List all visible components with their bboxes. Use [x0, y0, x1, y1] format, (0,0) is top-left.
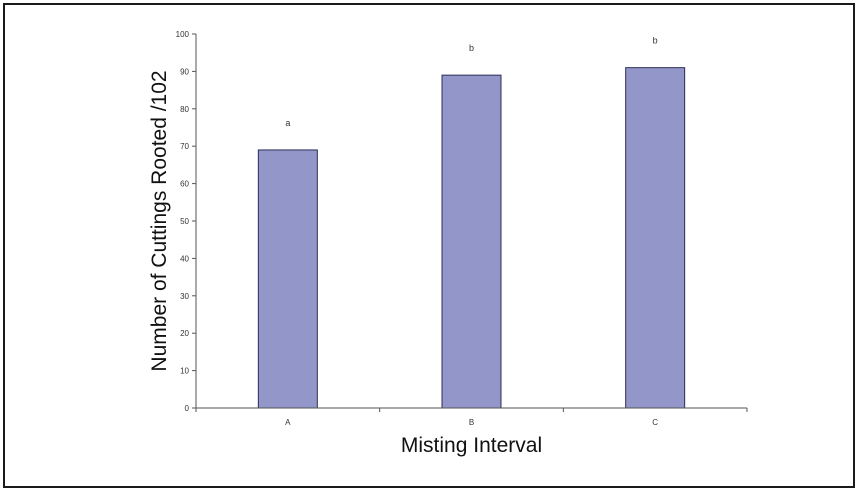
y-tick-label: 30 — [180, 292, 189, 301]
y-tick-label: 90 — [180, 67, 189, 76]
data-label: a — [285, 118, 290, 128]
bar-B — [441, 74, 502, 409]
data-label: b — [469, 43, 474, 53]
x-axis-ticks: A B C — [195, 408, 748, 427]
bar-chart: 0 10 20 30 40 50 60 70 80 90 100 a b b A B C Misting I… — [148, 30, 748, 457]
y-axis-ticks: 0 10 20 30 40 50 60 70 80 90 100 — [176, 30, 196, 413]
y-tick-label: 40 — [180, 254, 189, 263]
bars — [257, 67, 686, 409]
y-tick-label: 70 — [180, 142, 189, 151]
x-tick-label: A — [285, 418, 291, 427]
x-tick-label: B — [469, 418, 474, 427]
y-tick-label: 10 — [180, 367, 189, 376]
y-tick-label: 50 — [180, 217, 189, 226]
data-label: b — [653, 36, 658, 46]
y-tick-label: 80 — [180, 105, 189, 114]
y-axis-title: Number of Cuttings Rooted /102 — [148, 70, 171, 371]
y-tick-label: 20 — [180, 329, 189, 338]
x-tick-label: C — [652, 418, 658, 427]
bar-C — [625, 67, 686, 409]
x-axis-title: Misting Interval — [401, 434, 542, 457]
chart-frame: 0 10 20 30 40 50 60 70 80 90 100 a b b A B C Misting I… — [3, 3, 855, 488]
y-tick-label: 100 — [176, 30, 190, 39]
y-tick-label: 60 — [180, 180, 189, 189]
y-tick-label: 0 — [185, 404, 190, 413]
bar-A — [257, 149, 318, 409]
data-labels: a b b — [285, 36, 657, 128]
